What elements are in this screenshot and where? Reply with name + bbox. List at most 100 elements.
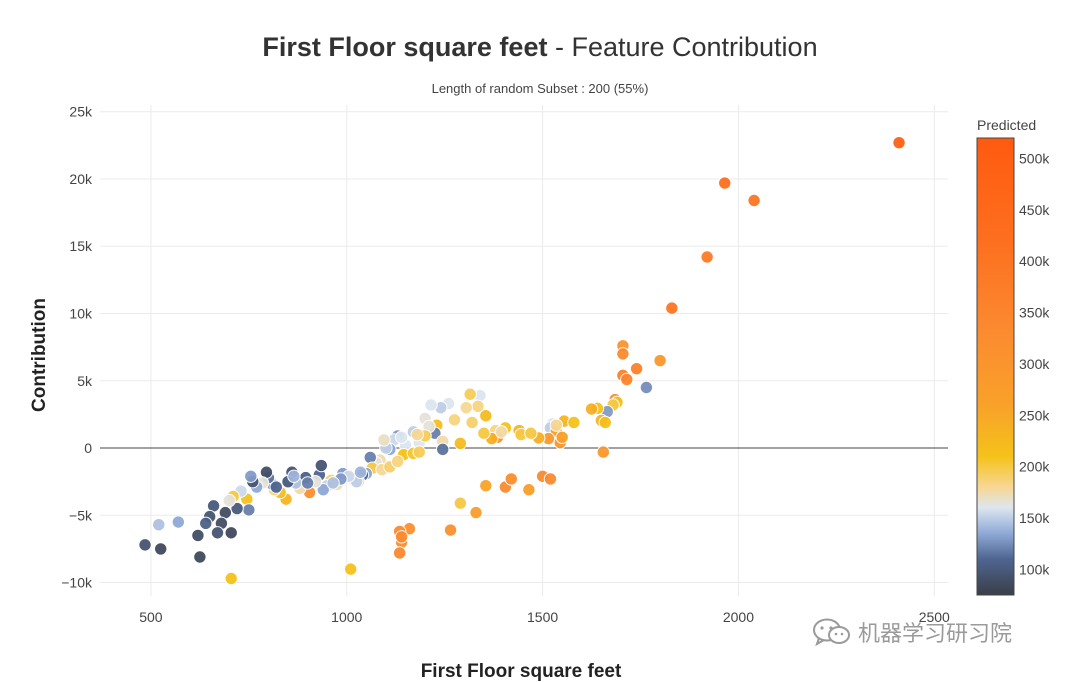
y-tick-label: −10k	[61, 575, 93, 591]
y-tick-label: 25k	[69, 104, 93, 120]
colorbar-title: Predicted	[977, 117, 1036, 133]
data-point	[639, 380, 654, 395]
axes: 500 1000 1500 2000 2500 −10k −5k 0 5k 10k 15k 20k 25…	[61, 104, 950, 625]
data-point	[494, 425, 509, 439]
x-tick-label: 2500	[919, 609, 950, 625]
data-point	[394, 530, 409, 544]
colorbar-tick-label: 150k	[1019, 510, 1050, 526]
colorbar-tick-label: 100k	[1019, 561, 1050, 577]
colorbar-tick-label: 200k	[1019, 459, 1050, 475]
colorbar-tick-label: 250k	[1019, 407, 1050, 423]
data-point	[453, 496, 468, 510]
data-point	[463, 387, 477, 401]
x-tick-label: 500	[139, 609, 163, 625]
chart-title-bold: First Floor square feet	[262, 32, 547, 62]
data-point	[665, 301, 679, 315]
chart-subtitle: Length of random Subset : 200 (55%)	[432, 81, 649, 96]
data-point	[616, 347, 630, 361]
data-point	[549, 418, 564, 432]
colorbar-tick-label: 300k	[1019, 356, 1050, 372]
chart-title-rest: - Feature Contribution	[547, 32, 817, 62]
y-axis-label: Contribution	[29, 298, 50, 412]
data-point	[524, 426, 538, 440]
colorbar-tick-label: 350k	[1019, 305, 1050, 321]
y-tick-label: 0	[84, 440, 92, 456]
x-tick-label: 2000	[723, 609, 754, 625]
data-point	[316, 483, 330, 497]
y-tick-label: 15k	[69, 238, 93, 254]
data-point	[522, 483, 536, 497]
data-point	[230, 501, 244, 516]
data-point	[242, 503, 256, 517]
x-tick-label: 1500	[527, 609, 558, 625]
data-point	[555, 430, 569, 444]
y-tick-label: 20k	[69, 171, 93, 187]
data-point	[224, 571, 238, 586]
data-point	[269, 480, 283, 494]
data-point	[443, 523, 458, 537]
data-point	[459, 400, 473, 415]
colorbar: Predicted 100k 150k 200k 250k 300k 350k 400k 45…	[976, 117, 1050, 596]
data-point	[314, 458, 329, 473]
data-point	[210, 526, 225, 540]
data-point	[596, 445, 611, 459]
data-point	[326, 476, 340, 490]
colorbar-gradient	[976, 137, 1015, 596]
data-point	[343, 562, 358, 576]
data-point	[410, 427, 424, 442]
data-point	[377, 433, 391, 447]
data-point	[620, 372, 634, 387]
data-point	[171, 515, 186, 529]
data-point	[363, 450, 377, 465]
data-point	[477, 426, 491, 440]
data-point	[390, 454, 405, 469]
data-point	[504, 472, 518, 486]
data-point	[412, 445, 426, 459]
wechat-icon	[813, 618, 850, 647]
data-point	[598, 415, 612, 430]
data-point	[892, 135, 906, 150]
data-point	[392, 546, 407, 560]
data-point	[191, 528, 205, 543]
y-tick-label: −5k	[69, 507, 93, 523]
data-point	[222, 493, 236, 508]
colorbar-tick-label: 500k	[1019, 151, 1050, 167]
data-point	[453, 436, 468, 451]
data-point	[436, 442, 450, 457]
y-tick-label: 10k	[69, 306, 93, 322]
data-point	[718, 176, 732, 190]
data-point	[700, 250, 714, 264]
data-point	[224, 526, 238, 540]
data-point	[471, 399, 485, 414]
data-point	[152, 518, 166, 532]
chart-title: First Floor square feet - Feature Contri…	[262, 32, 817, 62]
colorbar-tick-label: 400k	[1019, 253, 1050, 269]
colorbar-tick-label: 450k	[1019, 202, 1050, 218]
data-point	[394, 430, 409, 444]
data-point	[469, 505, 483, 520]
data-point	[629, 361, 644, 376]
data-point	[584, 402, 599, 416]
watermark: 机器学习研习院	[812, 616, 1012, 648]
y-tick-label: 5k	[77, 373, 93, 389]
data-point	[447, 413, 462, 427]
data-point	[479, 478, 493, 493]
data-point	[300, 476, 315, 490]
data-point	[193, 550, 207, 564]
scatter-points	[138, 135, 906, 586]
x-axis-label: First Floor square feet	[421, 661, 622, 682]
data-point	[287, 469, 301, 483]
data-point	[567, 415, 581, 430]
data-point	[199, 516, 213, 531]
data-point	[479, 409, 493, 423]
data-point	[353, 465, 368, 479]
data-point	[747, 193, 761, 208]
data-point	[653, 353, 667, 368]
data-point	[465, 415, 479, 430]
data-point	[244, 469, 258, 483]
x-tick-label: 1000	[331, 609, 362, 625]
data-point	[543, 472, 558, 486]
gridlines	[100, 105, 948, 596]
data-point	[154, 542, 168, 556]
